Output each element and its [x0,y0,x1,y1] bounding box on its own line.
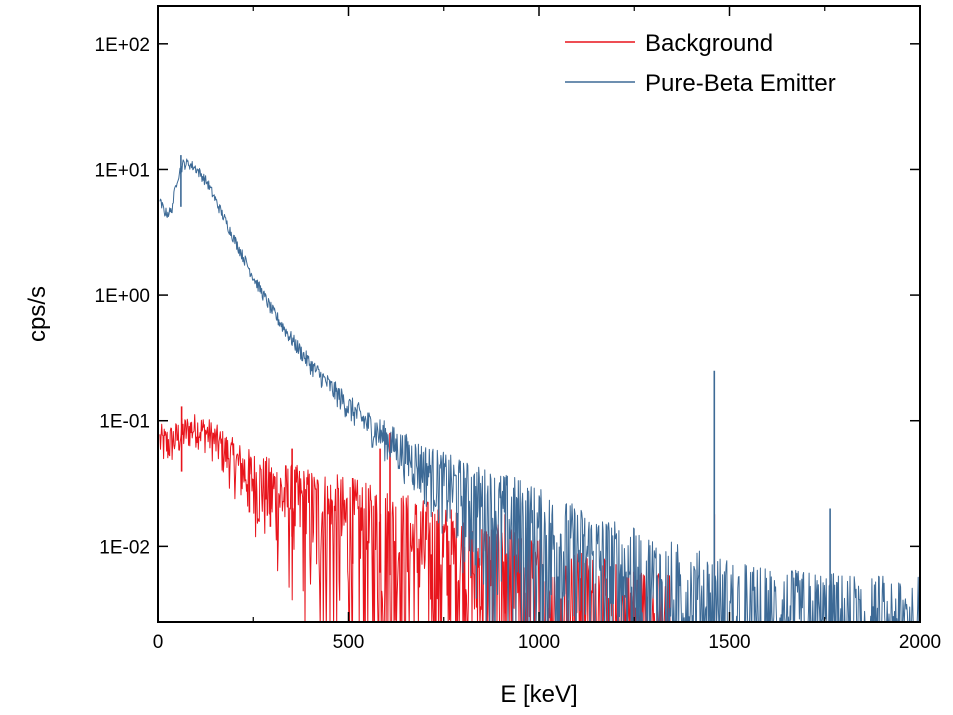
y-axis-title: cps/s [24,286,51,342]
y-tick-label: 1E+01 [95,160,150,181]
series-pure-beta-emitter [159,155,920,622]
x-axis-title: E [keV] [500,681,577,708]
y-tick-label: 1E-01 [99,412,150,433]
x-tick-label: 2000 [899,632,941,653]
y-axis: 1E-02 1E-01 1E+00 1E+01 1E+02 [95,35,920,558]
y-tick-label: 1E+00 [95,286,150,307]
x-tick-label: 500 [333,632,365,653]
legend-label: Pure-Beta Emitter [645,70,836,97]
x-axis: 0 500 1000 1500 2000 [153,6,941,653]
x-tick-label: 1000 [518,632,560,653]
y-tick-label: 1E-02 [99,537,150,558]
series-line [159,158,920,622]
x-tick-label: 0 [153,632,164,653]
series-layer [159,155,920,622]
x-tick-label: 1500 [708,632,750,653]
legend: Background Pure-Beta Emitter [565,30,836,97]
y-tick-label: 1E+02 [95,35,150,56]
legend-label: Background [645,30,773,57]
